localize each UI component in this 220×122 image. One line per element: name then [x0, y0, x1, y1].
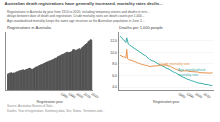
- svg-text:8.0: 8.0: [112, 62, 117, 66]
- svg-text:2000: 2000: [75, 92, 84, 99]
- svg-text:Australian death registrations: Australian death registrations have gene…: [4, 1, 162, 6]
- svg-text:12.0: 12.0: [110, 39, 117, 43]
- svg-text:10.0: 10.0: [110, 51, 117, 55]
- svg-text:Deaths, Year of registration,: Deaths, Year of registration, Summary da…: [7, 109, 105, 113]
- svg-text:2000: 2000: [194, 92, 203, 99]
- svg-text:2010: 2010: [203, 92, 212, 99]
- svg-text:Registration year: Registration year: [153, 100, 180, 104]
- svg-text:1990: 1990: [67, 92, 76, 99]
- svg-text:Age-standardised mortality kee: Age-standardised mortality keeps the sam…: [7, 19, 144, 23]
- svg-text:Registrations in Australia by: Registrations in Australia by year from …: [7, 10, 150, 14]
- svg-text:4.0: 4.0: [112, 85, 117, 89]
- svg-text:Source: Australian Bureau of S: Source: Australian Bureau of Stati...: [7, 104, 55, 108]
- svg-text:Registrations in Australia: Registrations in Australia: [7, 25, 52, 30]
- svg-text:delays between date of death a: delays between date of death and registr…: [7, 14, 145, 18]
- svg-text:1980: 1980: [177, 92, 186, 99]
- svg-text:Deaths per 1,000 people: Deaths per 1,000 people: [119, 25, 164, 30]
- svg-text:Registration year: Registration year: [36, 100, 63, 104]
- svg-text:1980: 1980: [60, 92, 69, 99]
- svg-text:1990: 1990: [186, 92, 195, 99]
- svg-text:2020: 2020: [90, 92, 99, 99]
- svg-text:Age standardisedmortality rate: Age standardisedmortality rate: [178, 68, 205, 77]
- svg-text:Crude mortality rate: Crude mortality rate: [159, 62, 190, 66]
- svg-text:6.0: 6.0: [112, 74, 117, 78]
- svg-text:2010: 2010: [83, 92, 92, 99]
